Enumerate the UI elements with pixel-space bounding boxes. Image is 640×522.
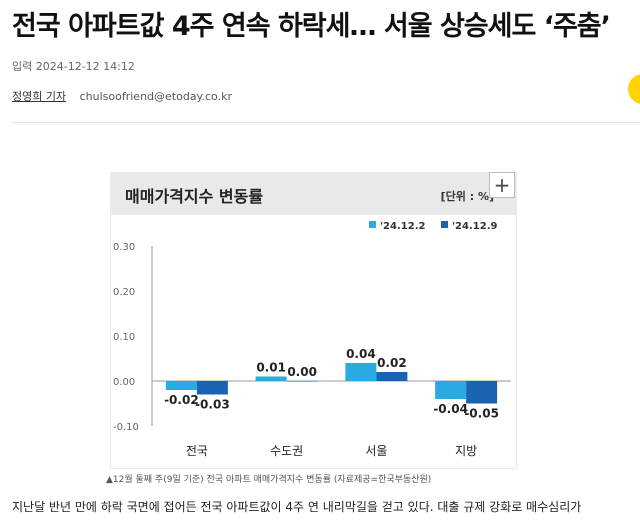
reporter-name[interactable]: 정영희 기자 <box>12 90 67 103</box>
x-category-label: 서울 <box>365 444 387 458</box>
legend-label: '24.12.9 <box>452 221 497 232</box>
bar <box>255 376 287 381</box>
x-category-label: 전국 <box>186 444 208 458</box>
y-tick-label: 0.30 <box>113 242 135 253</box>
legend-swatch <box>369 221 376 228</box>
x-category-label: 수도권 <box>270 444 303 458</box>
y-tick-label: 0.20 <box>113 287 135 298</box>
data-label: 0.00 <box>287 365 317 379</box>
data-label: 0.02 <box>377 356 407 370</box>
legend-swatch <box>441 221 448 228</box>
bar <box>435 381 467 399</box>
article-body: 지난달 반년 만에 하락 국면에 접어든 전국 아파트값이 4주 연 내리막길을… <box>12 500 582 514</box>
data-label: -0.02 <box>164 393 199 407</box>
bar <box>286 381 318 382</box>
byline: 정영희 기자 chulsoofriend@etoday.co.kr <box>12 88 232 104</box>
data-label: -0.05 <box>464 407 499 421</box>
share-button[interactable] <box>628 74 640 104</box>
figure-caption: ▲12월 둘째 주(9일 기준) 전국 아파트 매매가격지수 변동률 (자료제공… <box>106 475 432 485</box>
bar <box>165 381 197 390</box>
y-tick-label: -0.10 <box>113 422 139 433</box>
data-label: -0.03 <box>195 398 230 412</box>
plus-icon[interactable]: + <box>489 172 515 198</box>
reporter-email[interactable]: chulsoofriend@etoday.co.kr <box>79 90 232 103</box>
chart-figure: 매매가격지수 변동률 [단위 : %] '24.12.2 '24.12.9 0.30… <box>110 172 517 469</box>
bar <box>376 372 408 381</box>
legend-label: '24.12.2 <box>380 221 425 232</box>
bar <box>196 381 228 395</box>
bar <box>466 381 498 404</box>
x-category-label: 지방 <box>455 444 477 458</box>
divider <box>12 122 640 123</box>
data-label: 0.04 <box>346 347 376 361</box>
chart-header: 매매가격지수 변동률 [단위 : %] <box>111 173 516 215</box>
data-label: -0.04 <box>433 402 468 416</box>
chart-title: 매매가격지수 변동률 <box>125 187 264 206</box>
data-label: 0.01 <box>256 361 286 375</box>
publish-date: 입력 2024-12-12 14:12 <box>12 60 135 73</box>
bar <box>345 363 377 381</box>
article-headline: 전국 아파트값 4주 연속 하락세… 서울 상승세도 ‘주춤’ <box>12 11 611 42</box>
chart-unit: [단위 : %] <box>440 190 494 203</box>
bar-chart: '24.12.2 '24.12.9 0.30 0.20 0.10 0.00 -0.10 전국 -… <box>113 221 511 458</box>
y-tick-label: 0.10 <box>113 332 135 343</box>
y-tick-label: 0.00 <box>113 377 135 388</box>
